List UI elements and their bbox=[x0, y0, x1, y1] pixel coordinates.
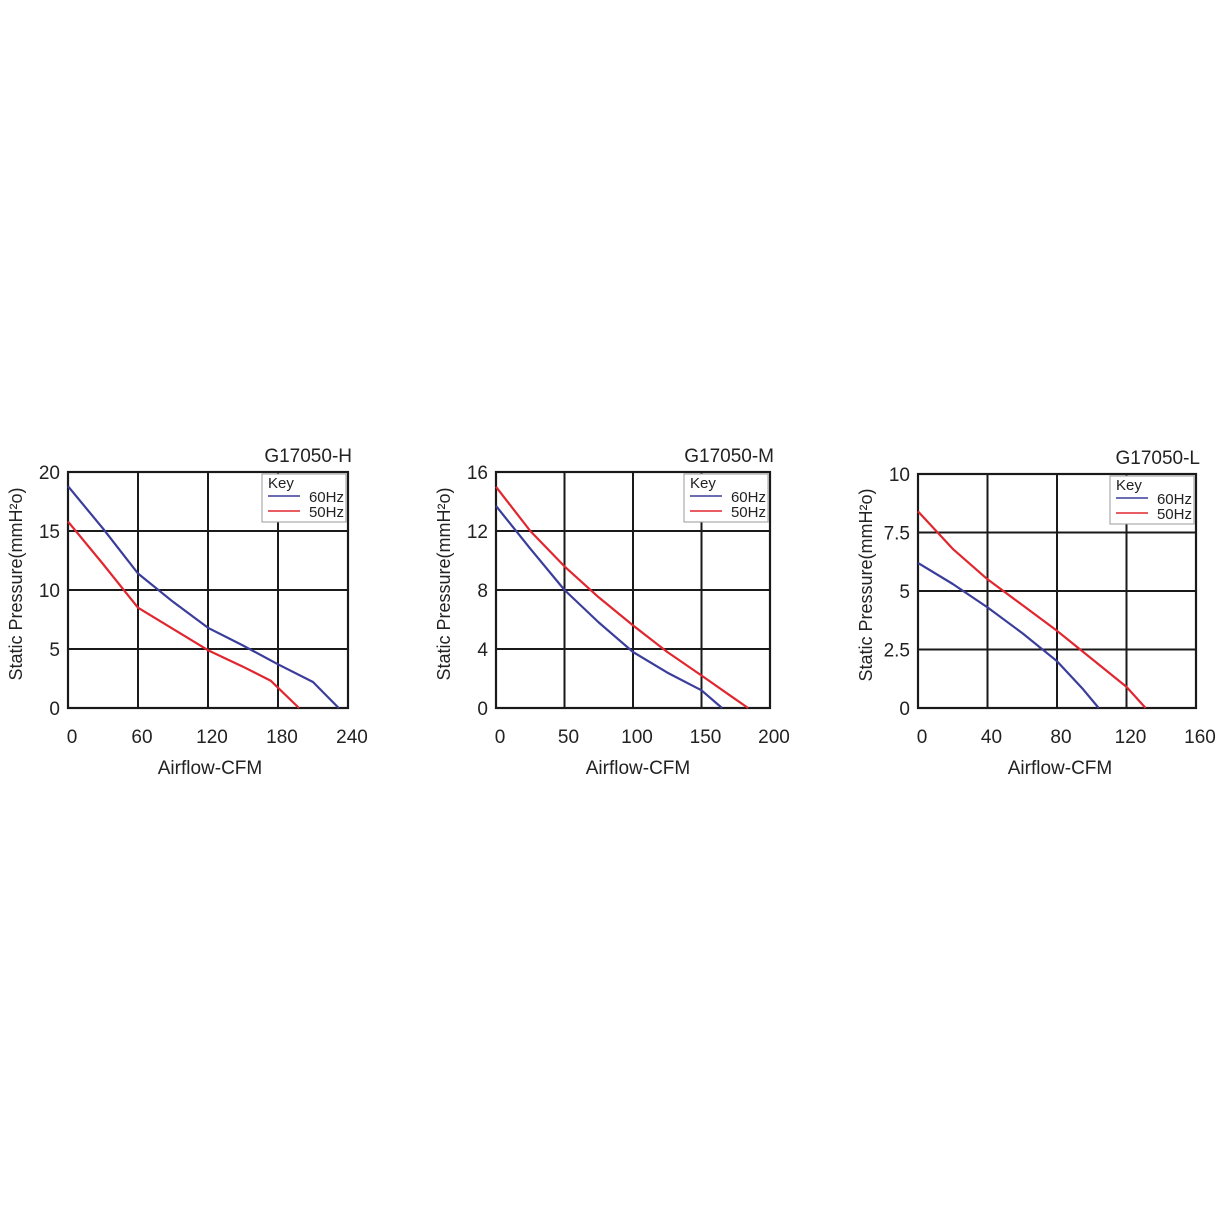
y-tick-label: 0 bbox=[49, 699, 60, 720]
x-tick-label: 120 bbox=[196, 727, 228, 748]
y-axis-label: Static Pressure(mmH²o) bbox=[434, 487, 454, 680]
y-tick-label: 10 bbox=[889, 465, 910, 486]
chart-title: G17050-M bbox=[684, 446, 774, 467]
y-axis-label: Static Pressure(mmH²o) bbox=[856, 488, 876, 681]
legend-entry-label: 60Hz bbox=[1157, 491, 1192, 508]
series-line-50hz bbox=[917, 510, 1147, 709]
x-tick-label: 200 bbox=[758, 727, 790, 748]
chart-3: 0 40 80 120 160 0 2.5 5 7.5 10 G17050-L Airflow-CFM… bbox=[856, 448, 1216, 779]
legend-entry-label: 50Hz bbox=[1157, 506, 1192, 523]
x-tick-label: 150 bbox=[690, 727, 722, 748]
y-axis-label: Static Pressure(mmH²o) bbox=[6, 487, 26, 680]
y-tick-label: 5 bbox=[899, 582, 910, 603]
y-tick-label: 5 bbox=[49, 640, 60, 661]
x-tick-label: 180 bbox=[266, 727, 298, 748]
legend-entry-label: 50Hz bbox=[731, 504, 766, 521]
x-tick-label: 240 bbox=[336, 727, 368, 748]
legend-title: Key bbox=[690, 475, 716, 492]
x-tick-label: 60 bbox=[131, 727, 152, 748]
series-line-60hz bbox=[495, 505, 723, 709]
x-tick-label: 120 bbox=[1115, 727, 1147, 748]
y-tick-label: 12 bbox=[467, 522, 488, 543]
legend-title: Key bbox=[1116, 477, 1142, 494]
legend-entry-label: 50Hz bbox=[309, 504, 344, 521]
legend-entry-label: 60Hz bbox=[309, 489, 344, 506]
x-tick-label: 40 bbox=[981, 727, 1002, 748]
x-axis-label: Airflow-CFM bbox=[586, 758, 691, 779]
series-line-50hz bbox=[67, 520, 300, 709]
legend-entry-label: 60Hz bbox=[731, 489, 766, 506]
chart-1: 0 60 120 180 240 0 5 10 15 20 G17050-H Airflow-CFM S… bbox=[6, 446, 368, 779]
x-tick-label: 0 bbox=[67, 727, 78, 748]
x-axis-label: Airflow-CFM bbox=[1008, 758, 1113, 779]
legend-title: Key bbox=[268, 475, 294, 492]
y-tick-label: 10 bbox=[39, 581, 60, 602]
legend-box bbox=[261, 473, 347, 523]
chart-title: G17050-H bbox=[264, 446, 352, 467]
x-tick-label: 80 bbox=[1050, 727, 1071, 748]
y-tick-label: 8 bbox=[477, 581, 488, 602]
y-tick-label: 4 bbox=[477, 640, 488, 661]
chart-title: G17050-L bbox=[1115, 448, 1200, 469]
y-tick-label: 7.5 bbox=[884, 524, 910, 545]
x-tick-label: 160 bbox=[1184, 727, 1216, 748]
series-line-50hz bbox=[495, 486, 749, 709]
series-line-60hz bbox=[917, 561, 1100, 709]
y-tick-label: 20 bbox=[39, 463, 60, 484]
x-tick-label: 0 bbox=[917, 727, 928, 748]
legend-box bbox=[683, 473, 769, 523]
x-tick-label: 100 bbox=[621, 727, 653, 748]
y-tick-label: 0 bbox=[477, 699, 488, 720]
x-tick-label: 50 bbox=[558, 727, 579, 748]
y-tick-label: 2.5 bbox=[884, 641, 910, 662]
legend-box bbox=[1109, 475, 1195, 525]
x-axis-label: Airflow-CFM bbox=[158, 758, 263, 779]
y-tick-label: 15 bbox=[39, 522, 60, 543]
series-line-60hz bbox=[67, 485, 340, 709]
x-tick-label: 0 bbox=[495, 727, 506, 748]
chart-2: 0 50 100 150 200 0 4 8 12 16 G17050-M Airflow-CFM St… bbox=[434, 446, 790, 779]
y-tick-label: 16 bbox=[467, 463, 488, 484]
y-tick-label: 0 bbox=[899, 699, 910, 720]
